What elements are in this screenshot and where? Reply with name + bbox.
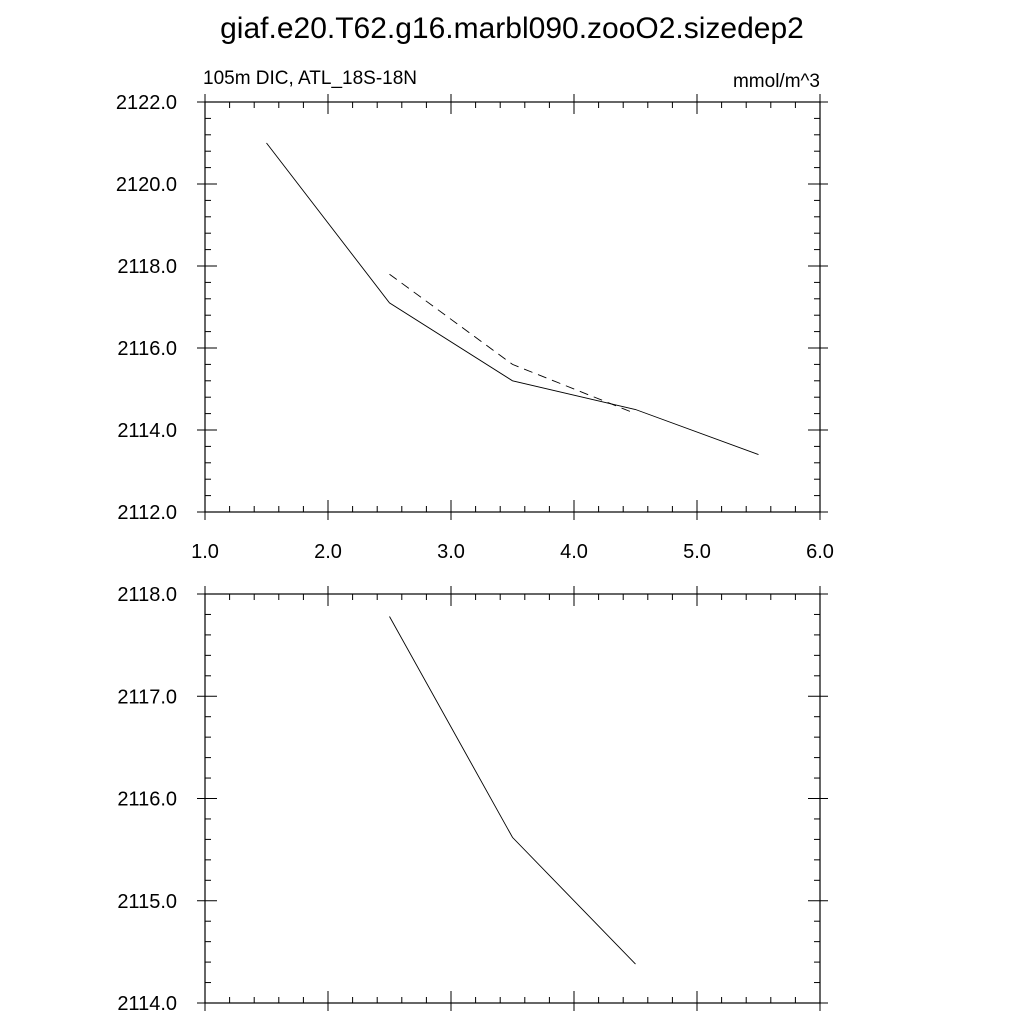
- plot-frame: [204, 593, 821, 1004]
- plot-frame: [204, 101, 821, 513]
- y-tick-label: 2114.0: [117, 420, 177, 442]
- x-tick-label: 4.0: [560, 541, 588, 563]
- y-tick-label: 2120.0: [116, 174, 177, 196]
- series-line-solid: [266, 142, 759, 456]
- y-tick-label: 2112.0: [117, 502, 177, 524]
- series-line-dashed: [389, 273, 636, 415]
- bottom-panel: 2114.0 2115.0 2116.0 2117.0 2118.0: [117, 584, 828, 1015]
- y-tick-label: 2118.0: [117, 256, 177, 278]
- y-tick-label: 2115.0: [117, 891, 177, 913]
- x-tick-label: 6.0: [806, 541, 834, 563]
- x-tick-label: 3.0: [437, 541, 465, 563]
- x-tick-label: 5.0: [683, 541, 711, 563]
- top-panel: 2112.0 2114.0 2116.0 2118.0 2120.0 2122.0 1.0 2…: [116, 68, 834, 563]
- x-tick-label: 1.0: [191, 541, 219, 563]
- y-tick-label: 2116.0: [117, 338, 177, 360]
- panel-right-label: mmol/m^3: [733, 71, 820, 92]
- y-tick-label: 2116.0: [117, 789, 177, 811]
- y-tick-label: 2118.0: [117, 584, 177, 606]
- y-tick-label: 2117.0: [117, 686, 177, 708]
- panel-left-label: 105m DIC, ATL_18S-18N: [203, 68, 417, 89]
- y-tick-label: 2122.0: [116, 92, 177, 114]
- chart-title: giaf.e20.T62.g16.marbl090.zooO2.sizedep2: [220, 12, 804, 45]
- series-line-solid: [389, 616, 636, 965]
- ticks: [197, 586, 828, 1011]
- ticks: [197, 94, 828, 520]
- x-tick-label: 2.0: [314, 541, 342, 563]
- y-tick-label: 2114.0: [117, 993, 177, 1015]
